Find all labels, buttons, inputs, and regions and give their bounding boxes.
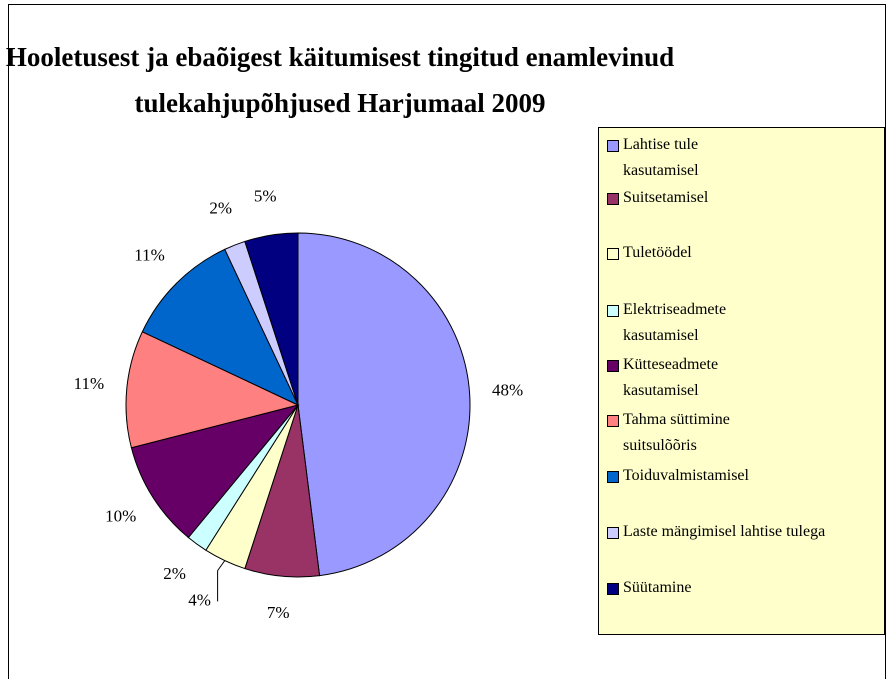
legend-item: Lahtise tule kasutamisel	[607, 132, 773, 184]
data-label: 7%	[267, 603, 290, 622]
chart-title: Hooletusest ja ebaõigest käitumisest tin…	[5, 42, 675, 118]
legend-label: Laste mängimisel lahtise tulega	[623, 523, 826, 540]
legend-swatch	[607, 415, 619, 427]
legend-swatch	[607, 305, 619, 317]
leader-line	[217, 560, 226, 602]
legend-item: Kütteseadmete kasutamisel	[607, 352, 773, 404]
pie-slice	[141, 248, 300, 407]
data-label: 5%	[254, 186, 277, 205]
pie-slice	[297, 232, 471, 577]
legend-item: Tahma süttimine suitsulõõris	[607, 407, 773, 459]
legend-label: Lahtise tule kasutamisel	[623, 136, 699, 179]
data-label: 2%	[163, 564, 186, 583]
pie-slice	[125, 331, 300, 449]
legend-swatch	[607, 471, 619, 483]
pie-slice	[130, 404, 300, 539]
pie-slice	[244, 232, 299, 406]
data-label: 48%	[492, 381, 523, 400]
data-label: 4%	[188, 590, 211, 609]
data-label: 11%	[74, 374, 105, 393]
data-label: 11%	[134, 245, 165, 264]
data-label: 2%	[209, 199, 232, 218]
legend-label: Elektriseadmete kasutamisel	[623, 301, 727, 344]
legend-label: Tuletöödel	[623, 244, 692, 261]
legend-swatch	[607, 360, 619, 372]
legend-item: Süütamine	[607, 575, 773, 601]
legend-item: Suitsetamisel	[607, 185, 773, 211]
legend-swatch	[607, 140, 619, 152]
legend-label: Tahma süttimine suitsulõõris	[623, 411, 730, 454]
legend-label: Süütamine	[623, 579, 692, 596]
legend-item: Toiduvalmistamisel	[607, 463, 773, 489]
legend-item: Elektriseadmete kasutamisel	[607, 297, 773, 349]
legend-label: Toiduvalmistamisel	[623, 467, 749, 484]
legend-swatch	[607, 583, 619, 595]
legend-swatch	[607, 527, 619, 539]
data-label: 10%	[105, 506, 136, 525]
chart-frame	[8, 4, 886, 679]
legend-swatch	[607, 248, 619, 260]
legend-item: Tuletöödel	[607, 240, 773, 266]
legend-label: Suitsetamisel	[623, 189, 709, 206]
legend: Lahtise tule kasutamisel Suitsetamisel Tul…	[598, 127, 885, 635]
legend-item: Laste mängimisel lahtise tulega	[607, 519, 863, 545]
legend-label: Kütteseadmete kasutamisel	[623, 356, 719, 399]
legend-swatch	[607, 193, 619, 205]
